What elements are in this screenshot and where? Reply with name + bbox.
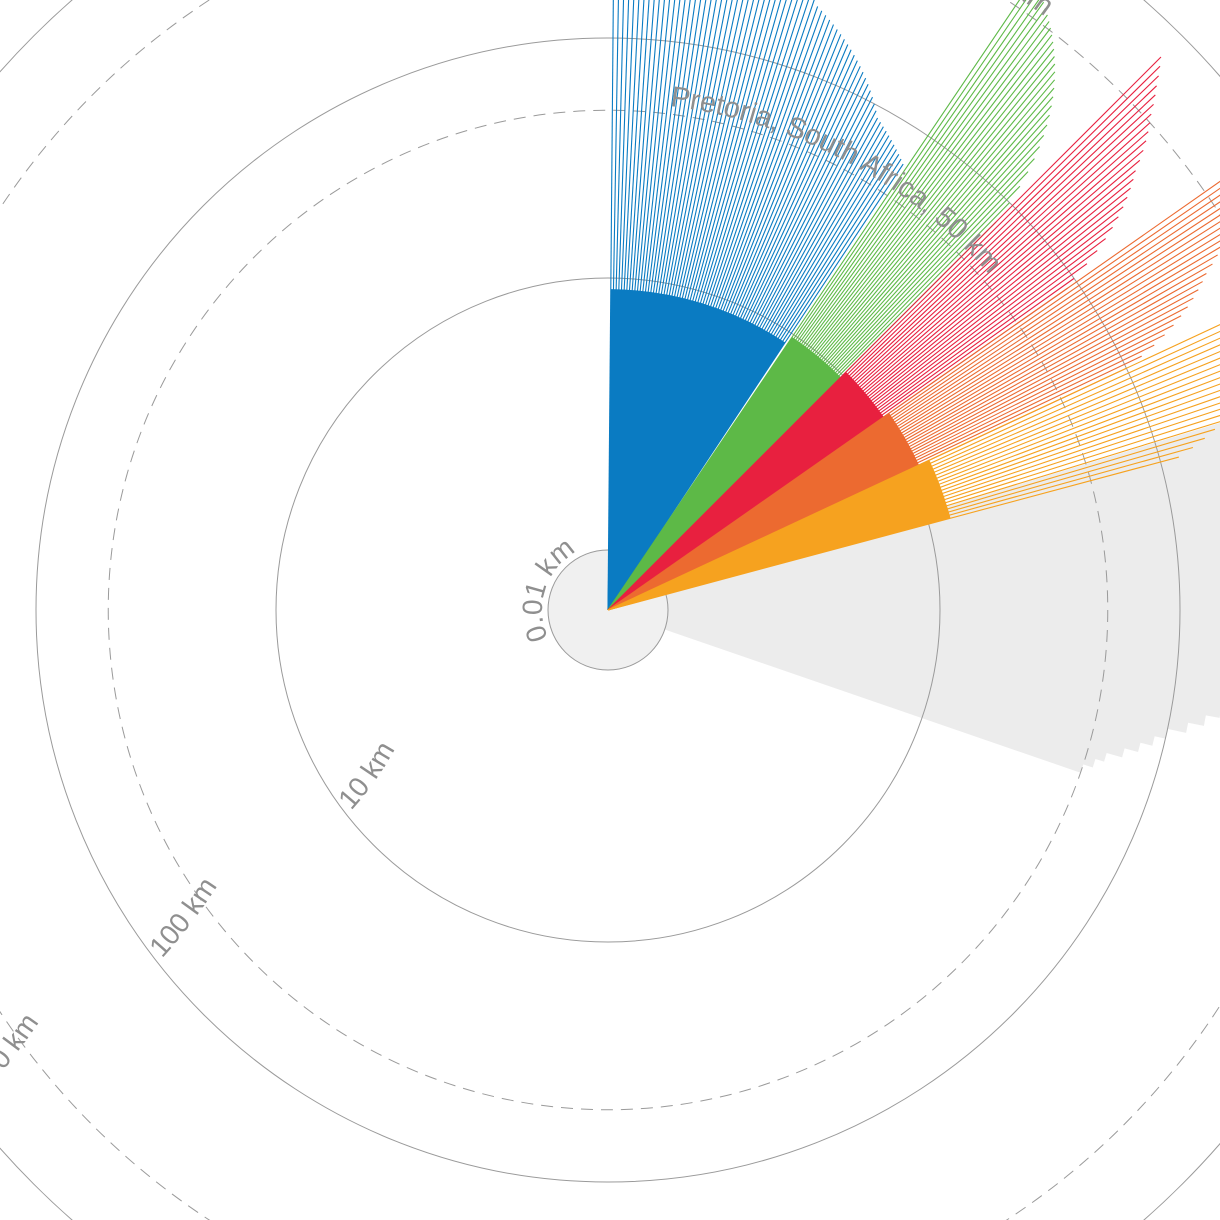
ring-label-100km: 100 km bbox=[143, 872, 223, 963]
distance-bars bbox=[607, 0, 1220, 611]
series-base-0 bbox=[608, 289, 786, 610]
series-base-1 bbox=[608, 337, 841, 610]
series-base-4 bbox=[608, 460, 951, 610]
ring-label-10km: 10 km bbox=[332, 736, 400, 815]
background-area bbox=[608, 422, 1220, 773]
series-4 bbox=[607, 324, 1220, 611]
bar-4-0 bbox=[607, 324, 1220, 611]
ring-100km bbox=[35, 37, 1181, 1183]
ring-label-1000km: 1000 km bbox=[0, 1007, 44, 1110]
reference-ring-50km bbox=[107, 109, 1109, 1111]
series-3 bbox=[607, 180, 1220, 611]
series-0 bbox=[607, 0, 904, 611]
series-base-2 bbox=[608, 371, 884, 610]
series-2 bbox=[607, 56, 1162, 611]
series-1 bbox=[607, 0, 1056, 611]
series-base-3 bbox=[608, 413, 920, 610]
ring-10km bbox=[275, 277, 941, 943]
bar-0-0 bbox=[607, 0, 614, 611]
